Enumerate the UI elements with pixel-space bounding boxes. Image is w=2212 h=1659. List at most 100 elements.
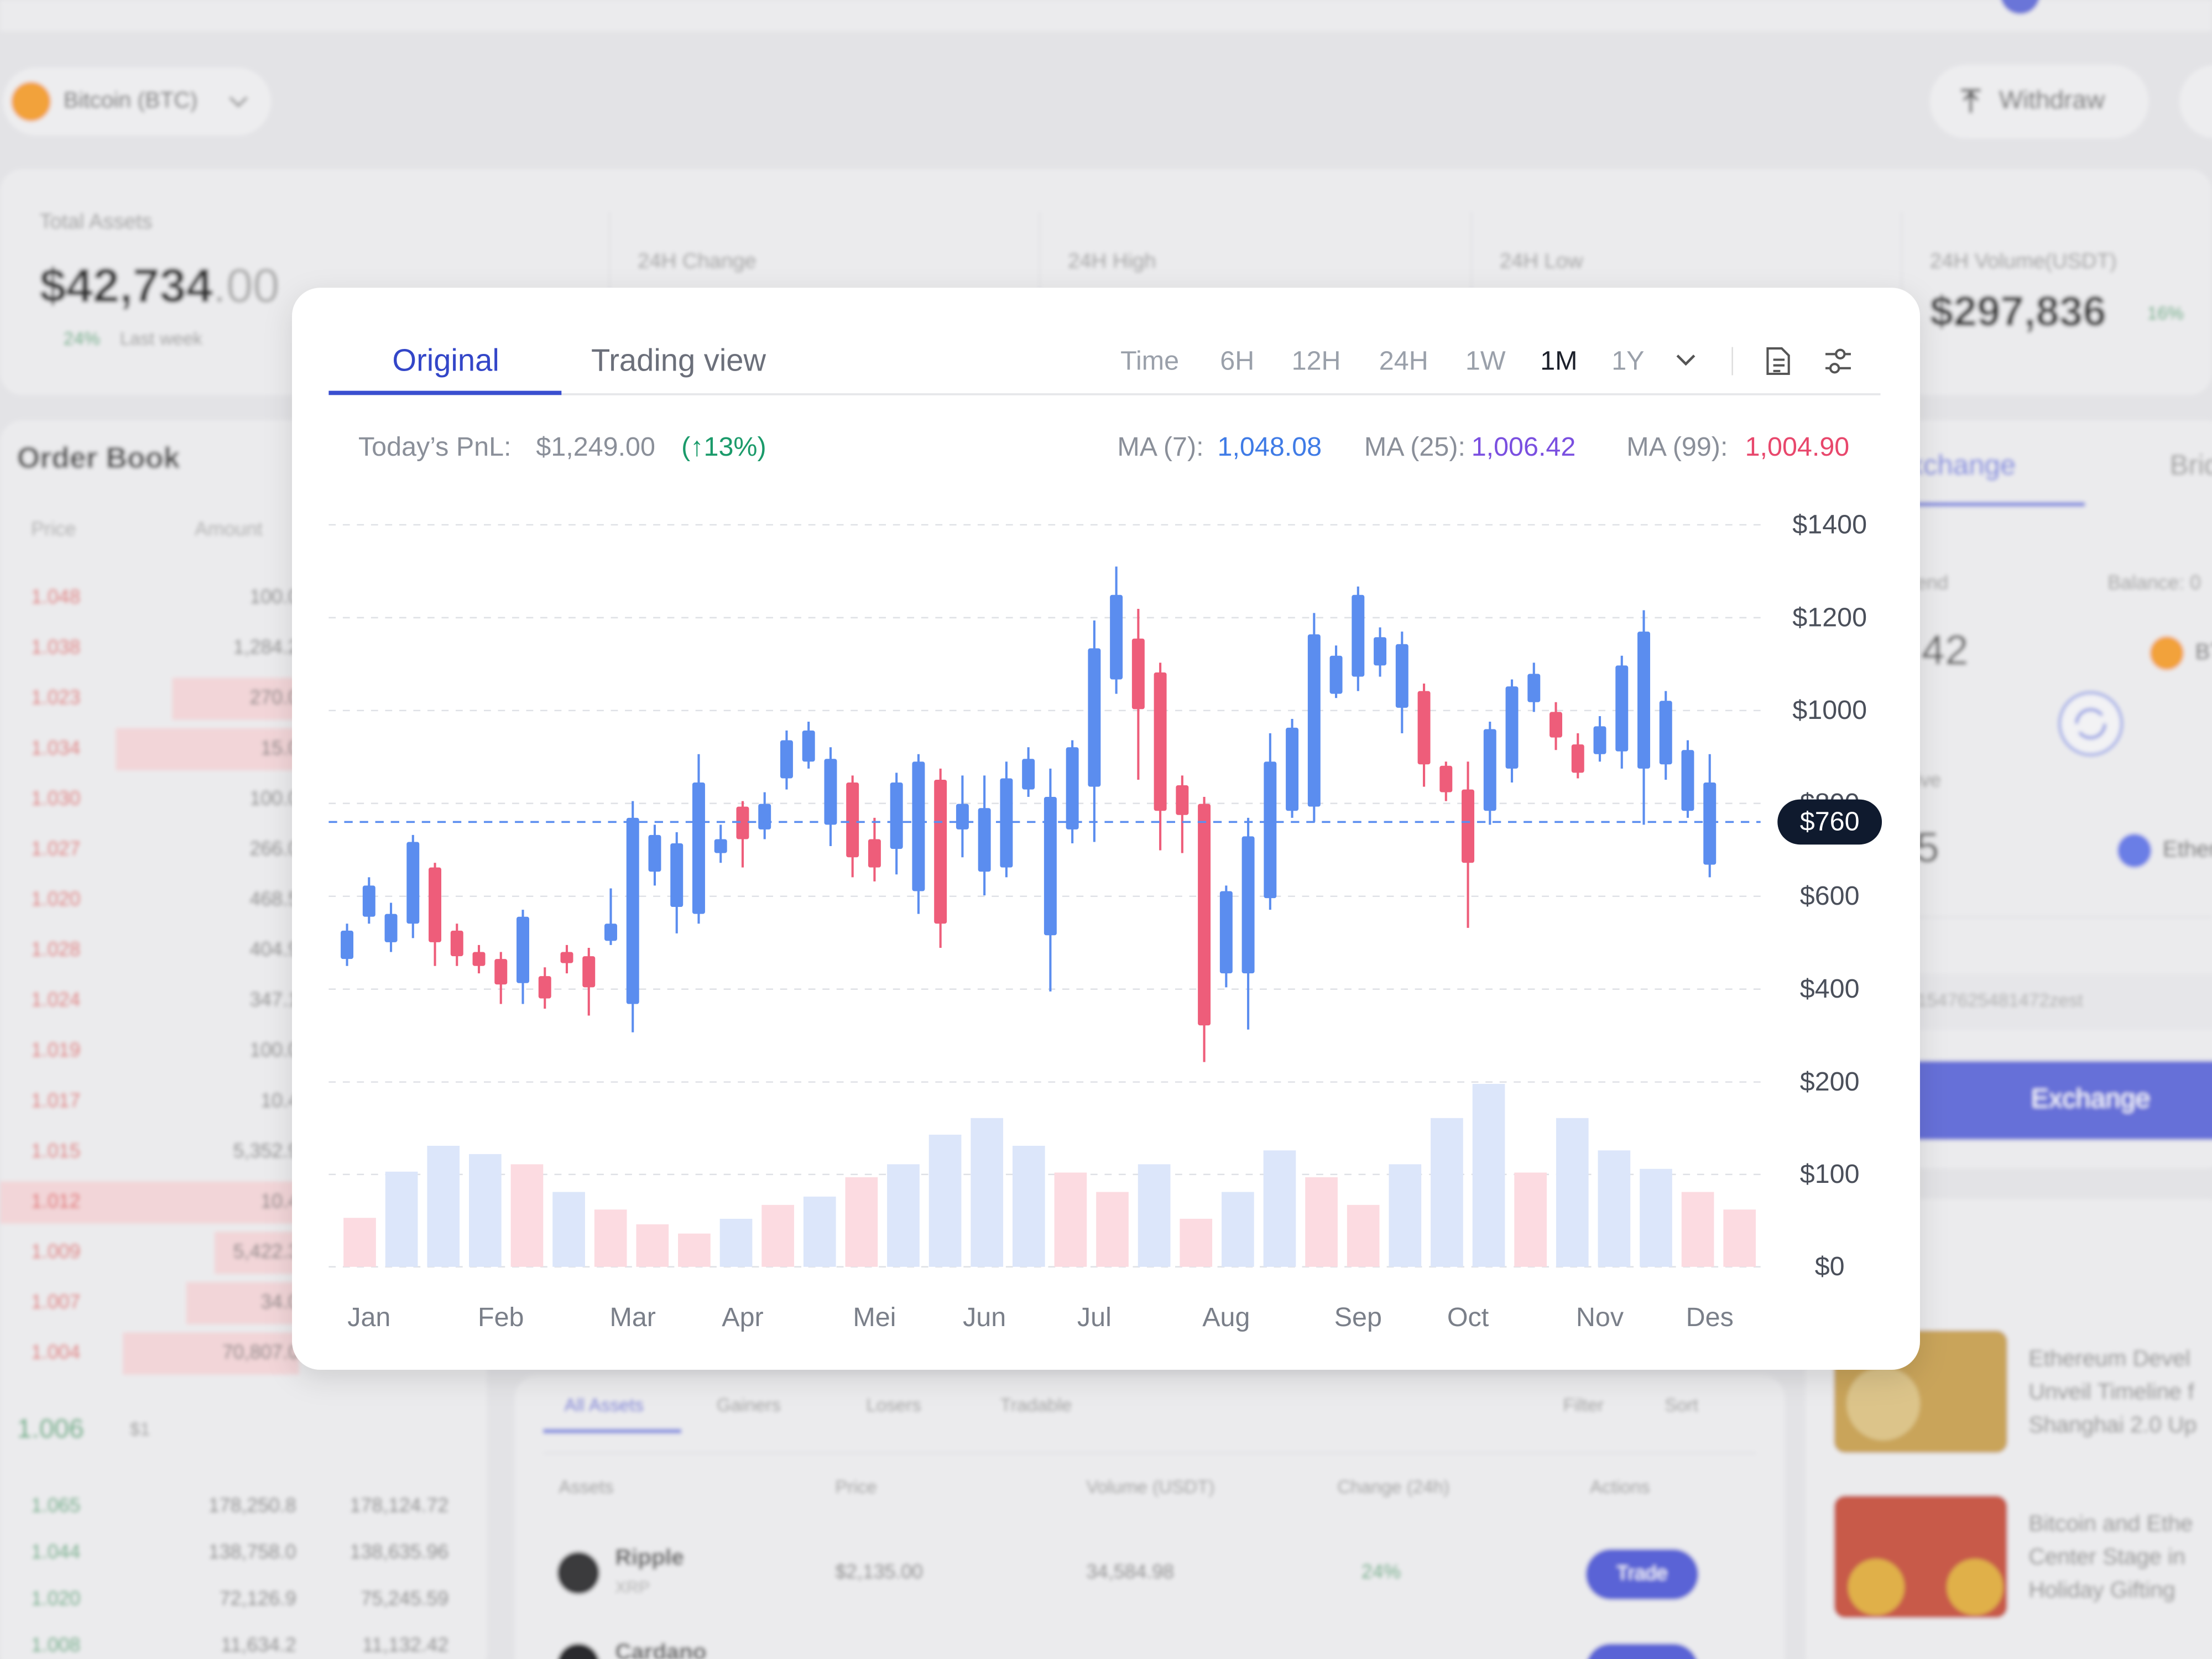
volume-bar <box>1263 1150 1296 1267</box>
trade-button[interactable] <box>1585 1549 1699 1600</box>
volume-bar <box>887 1164 920 1267</box>
y-tick-label: $0 <box>1815 1251 1845 1281</box>
candle-body <box>1131 638 1145 709</box>
more-button[interactable] <box>2179 65 2212 138</box>
candle-body <box>517 916 529 983</box>
view-tab[interactable]: Original <box>392 342 499 377</box>
candle-body <box>450 930 463 957</box>
view-tab[interactable]: Trading view <box>591 342 766 377</box>
candle-body <box>1329 655 1343 694</box>
candle-body <box>1483 729 1496 811</box>
send-amount: 42 <box>1921 627 1968 674</box>
table-tab[interactable]: Tradable <box>1000 1395 1072 1416</box>
table-header: Actions <box>1590 1477 1650 1498</box>
period-option[interactable]: 1Y <box>1611 346 1644 375</box>
ma-value: 1,004.90 <box>1745 432 1850 462</box>
active-tab-underline <box>328 390 562 395</box>
period-option[interactable]: 12H <box>1292 346 1341 375</box>
x-tick-label: Aug <box>1202 1302 1250 1332</box>
ask-price: 1.015 <box>31 1140 80 1162</box>
y-tick-label: $100 <box>1800 1159 1860 1189</box>
asset-selector[interactable] <box>3 67 271 135</box>
trade-button[interactable] <box>1585 1643 1698 1659</box>
volume-bar <box>636 1224 669 1267</box>
ask-amount: 404.9 <box>249 938 299 961</box>
ask-price: 1.012 <box>31 1190 80 1212</box>
total-cents: .00 <box>213 259 280 312</box>
candle-body <box>1154 672 1167 811</box>
change: 16% <box>2147 304 2184 324</box>
current-price-badge <box>1777 799 1882 845</box>
y-tick-label: $400 <box>1800 974 1860 1004</box>
pnl-value: $1,249.00 <box>536 432 655 462</box>
volume-bar <box>343 1218 376 1267</box>
stat-label: 24H Volume(USDT) <box>1930 249 2117 273</box>
table-tool[interactable]: Filter <box>1563 1395 1604 1416</box>
stat-label: 24H High <box>1068 249 1156 273</box>
news-headline: Ethereum Devel <box>2028 1345 2190 1371</box>
period-option[interactable]: 1M <box>1540 346 1577 375</box>
candle-body <box>1462 789 1475 863</box>
ask-amount: 266.0 <box>249 837 299 859</box>
bid-total: 75,245.59 <box>361 1587 448 1609</box>
candle-body <box>912 761 925 891</box>
asset-name: Bitcoin (BTC) <box>64 87 198 112</box>
ask-price: 1.048 <box>31 586 80 608</box>
exchange-tab[interactable]: Bridge <box>2169 449 2212 481</box>
ma-label: MA (7): <box>1117 432 1203 462</box>
row-highlight <box>0 1181 299 1224</box>
address-field[interactable] <box>1890 973 2212 1030</box>
candle-body <box>341 930 354 959</box>
volume-bar <box>385 1171 418 1267</box>
withdraw-button[interactable] <box>1929 65 2149 138</box>
table-tab[interactable]: All Assets <box>564 1395 644 1416</box>
bid-total: 138,635.96 <box>350 1541 449 1563</box>
candle-body <box>802 730 815 762</box>
candle-body <box>868 839 881 868</box>
ask-amount: 270.0 <box>249 686 299 708</box>
change: 24% <box>64 329 100 349</box>
last-change: $1 <box>130 1420 150 1440</box>
swap-button[interactable] <box>2058 691 2124 757</box>
candle-body <box>1219 891 1233 974</box>
settings-icon[interactable] <box>1825 348 1851 374</box>
y-tick-label: $1400 <box>1792 509 1867 539</box>
current-price-label: $760 <box>1800 807 1860 837</box>
volume-bar <box>1389 1164 1422 1267</box>
volume-bar <box>469 1154 502 1267</box>
y-tick-label: $200 <box>1800 1067 1860 1097</box>
total-assets: $42,734.00 <box>39 259 279 312</box>
tab-underline <box>1911 502 2085 507</box>
x-tick-label: Feb <box>478 1302 524 1332</box>
ask-price: 1.027 <box>31 837 80 859</box>
volume-bar <box>1012 1145 1045 1267</box>
period-option[interactable]: 1W <box>1465 346 1506 375</box>
exchange-button-label: Exchange <box>2031 1084 2151 1114</box>
ask-price: 1.028 <box>31 938 80 961</box>
table-tab[interactable]: Gainers <box>717 1395 781 1416</box>
period: Last week <box>120 329 203 349</box>
candle-body <box>1374 637 1387 666</box>
stat-label: Total Assets <box>39 210 152 233</box>
table-tool[interactable]: Sort <box>1665 1395 1698 1416</box>
candle-body <box>538 976 551 999</box>
ask-price: 1.020 <box>31 888 80 910</box>
chart-panel: Original Trading view Time 6H 12H 24H 1W 1M 1Y To… <box>292 288 1920 1370</box>
volume-bar <box>1598 1150 1631 1267</box>
asset-change: 24% <box>1361 1561 1401 1583</box>
ask-amount: 100.0 <box>249 586 299 608</box>
volume-bar <box>1556 1118 1589 1267</box>
volume-bar <box>510 1164 544 1267</box>
exchange-button[interactable] <box>1890 1061 2212 1140</box>
x-tick-label: Apr <box>722 1302 763 1332</box>
table-tab[interactable]: Losers <box>866 1395 921 1416</box>
period-option[interactable]: 24H <box>1379 346 1428 375</box>
export-icon[interactable] <box>1766 347 1790 375</box>
period-dropdown[interactable] <box>1676 354 1695 366</box>
news-headline: Unveil Timeline f <box>2028 1379 2194 1404</box>
news-image-detail <box>1947 1558 2004 1615</box>
avatar <box>2001 0 2039 14</box>
period-option[interactable]: 6H <box>1220 346 1254 375</box>
ask-amount: 5,352.9 <box>233 1140 299 1162</box>
